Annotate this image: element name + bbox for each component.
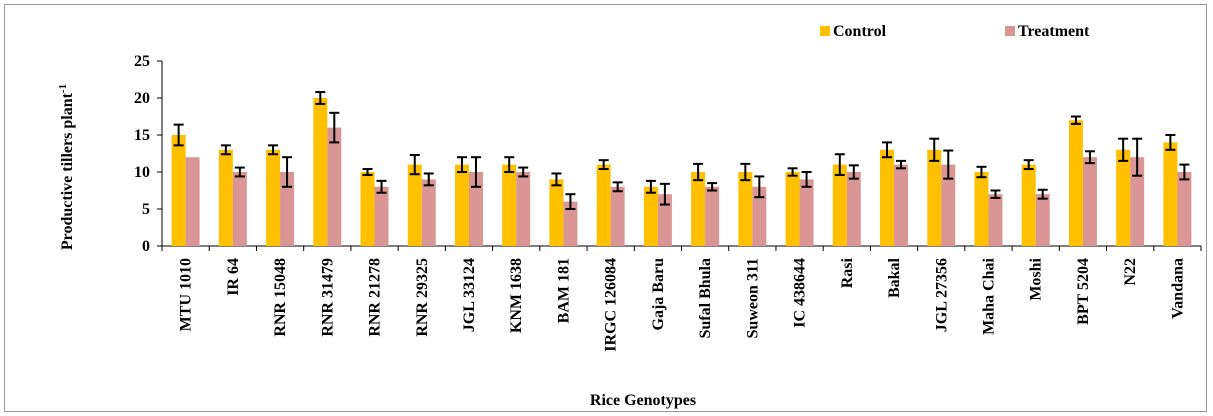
x-tick-label: Bakal [886,257,903,298]
bar-treatment [610,186,625,246]
bar-control [218,149,233,246]
bar-treatment [988,194,1003,246]
bar-control [927,149,942,246]
x-tick-label: BPT 5204 [1075,258,1092,325]
bar-treatment [1082,157,1097,246]
y-tick-label: 25 [134,53,150,70]
bar-control [1068,120,1083,246]
bar-control [691,172,706,246]
bar-treatment [941,164,956,246]
x-tick-label: Rasi [839,257,856,288]
bar-control [266,149,281,246]
bar-treatment [468,172,483,246]
bar-treatment [799,179,814,246]
x-tick-label: Moshi [1028,257,1045,300]
x-tick-label: RNR 29325 [414,258,431,337]
bar-control [1116,149,1131,246]
bar-control [785,172,800,246]
x-tick-label: N22 [1122,258,1139,286]
bar-treatment [705,186,720,246]
bar-treatment [1177,172,1192,246]
legend-swatch-control [820,26,830,36]
x-tick-label: RNR 21278 [367,258,384,337]
bar-treatment [846,172,861,246]
x-tick-label: Maha Chai [980,257,997,334]
bars [171,98,1192,246]
bar-control [407,164,422,246]
x-tick-label: RNR 15048 [272,258,289,337]
x-tick-label: BAM 181 [555,258,572,323]
x-tick-label: Vandana [1169,258,1186,319]
x-tick-label: IRGC 126084 [603,258,620,352]
bar-treatment [894,164,909,246]
y-axis-title-main: Productive tillers plant [59,92,76,250]
bar-treatment [327,127,342,246]
legend-label-treatment: Treatment [1018,23,1090,40]
y-axis-title-superscript: -1 [57,84,69,93]
x-tick-label: IC 438644 [792,258,809,328]
y-tick-label: 10 [134,164,150,181]
bar-control [832,164,847,246]
x-tick-label: Suweon 311 [744,258,761,338]
bar-treatment [185,157,200,246]
x-tick-label: MTU 1010 [178,258,195,331]
y-axis-ticks: 0 5 10 15 20 25 [134,53,162,255]
error-bars [173,91,1190,210]
bar-treatment [1130,157,1145,246]
bar-treatment [657,194,672,246]
bar-control [360,172,375,246]
bar-control [974,172,989,246]
bar-treatment [232,172,247,246]
bar-control [549,179,564,246]
x-tick-label: KNM 1638 [508,258,525,333]
bar-control [454,164,469,246]
y-tick-label: 15 [134,127,150,144]
bar-control [1163,142,1178,246]
y-tick-label: 20 [134,90,150,107]
bar-treatment [1035,194,1050,246]
bar-treatment [374,186,389,246]
x-axis-title: Rice Genotypes [590,392,696,409]
bar-treatment [752,186,767,246]
x-tick-label: Gaja Baru [650,258,667,331]
x-tick-label: JGL 27356 [933,258,950,332]
bar-control [596,164,611,246]
legend-swatch-treatment [1005,26,1015,36]
x-tick-label: RNR 31479 [319,258,336,337]
y-tick-label: 0 [142,238,150,255]
x-tick-label: IR 64 [225,258,242,296]
bar-control [171,135,186,246]
x-tick-label: JGL 33124 [461,258,478,332]
bar-control [643,186,658,246]
bar-treatment [516,172,531,246]
x-axis-ticks: MTU 1010 IR 64 RNR 15048 RNR 31479 RNR 21278… [161,246,1202,352]
y-tick-label: 5 [142,201,150,218]
bar-treatment [421,179,436,246]
legend: Control Treatment [820,23,1090,40]
bar-control [502,164,517,246]
plot-area: 0 5 10 15 20 25 MTU 1010 IR 64 RNR 15048 RNR 314… [134,53,1202,352]
bar-treatment [280,172,295,246]
bar-control [313,98,328,246]
bar-chart: 0 5 10 15 20 25 MTU 1010 IR 64 RNR 15048 RNR 314… [57,23,1202,409]
legend-label-control: Control [833,23,887,40]
bar-control [1021,164,1036,246]
bar-treatment [563,201,578,246]
y-axis-title: Productive tillers plant-1 [57,84,76,250]
x-tick-label: Sufal Bhula [697,258,714,338]
bar-control [880,149,895,246]
bar-control [738,172,753,246]
chart-frame: 0 5 10 15 20 25 MTU 1010 IR 64 RNR 15048 RNR 314… [4,4,1207,412]
